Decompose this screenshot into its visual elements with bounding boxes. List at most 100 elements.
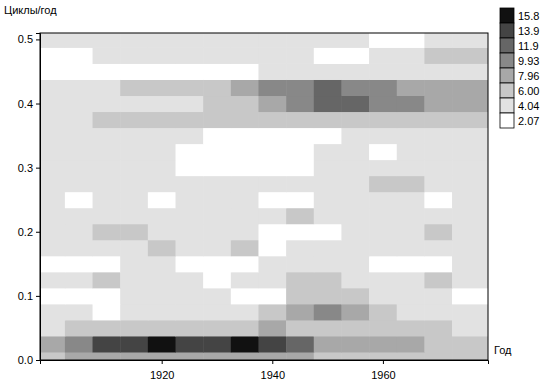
heat-cell: [286, 47, 314, 64]
heat-cell: [176, 288, 204, 305]
heat-cell: [397, 336, 425, 353]
heat-cell: [314, 33, 342, 48]
heat-cell: [120, 112, 148, 129]
heat-cell: [231, 256, 259, 273]
heat-cell: [176, 208, 204, 225]
heat-cell: [369, 63, 397, 80]
heat-cell: [397, 192, 425, 209]
heat-cell: [40, 63, 65, 80]
heat-cell: [176, 272, 204, 289]
heat-cell: [148, 33, 176, 48]
heat-cell: [40, 47, 65, 64]
heat-cell: [369, 128, 397, 145]
heat-cell: [148, 144, 176, 161]
heat-cell: [452, 96, 488, 113]
heat-cell: [203, 160, 231, 177]
plot-frame: [40, 33, 488, 360]
heat-cell: [314, 240, 342, 257]
y-tick-label: 0.5: [18, 33, 33, 45]
heat-cell: [231, 144, 259, 161]
heat-cell: [231, 33, 259, 48]
heat-cell: [341, 79, 369, 96]
heat-cell: [203, 33, 231, 48]
heat-cell: [369, 79, 397, 96]
heat-cell: [314, 288, 342, 305]
heat-cell: [93, 144, 121, 161]
heat-cell: [65, 224, 93, 241]
heat-cell: [397, 160, 425, 177]
heat-cell: [258, 208, 286, 225]
y-tick-mark: [36, 104, 40, 105]
heat-cell: [397, 112, 425, 129]
legend-swatch: [500, 38, 514, 53]
legend-swatch: [500, 83, 514, 98]
heat-cell: [40, 288, 65, 305]
heat-cell: [286, 320, 314, 337]
heat-cell: [397, 96, 425, 113]
heat-cell: [231, 224, 259, 241]
heat-cell: [231, 63, 259, 80]
heat-cell: [148, 63, 176, 80]
heat-cell: [93, 304, 121, 321]
heat-cell: [341, 128, 369, 145]
heat-cell: [341, 112, 369, 129]
heat-cell: [120, 79, 148, 96]
heat-cell: [369, 272, 397, 289]
heat-cell: [258, 320, 286, 337]
heat-cell: [314, 160, 342, 177]
heat-cell: [65, 208, 93, 225]
legend-swatch: [500, 113, 514, 128]
heat-cell: [424, 288, 452, 305]
heat-cell: [231, 79, 259, 96]
cells: [40, 33, 488, 360]
heat-cell: [452, 320, 488, 337]
heat-cell: [176, 112, 204, 129]
y-tick-label: 0.2: [18, 226, 33, 238]
heat-cell: [341, 272, 369, 289]
heat-cell: [424, 33, 452, 48]
heat-cell: [40, 79, 65, 96]
heat-cell: [424, 128, 452, 145]
heat-cell: [314, 96, 342, 113]
heat-cell: [286, 63, 314, 80]
heat-cell: [341, 304, 369, 321]
heat-cell: [314, 144, 342, 161]
heat-cell: [65, 47, 93, 64]
heat-cell: [231, 208, 259, 225]
y-tick: 0.1: [18, 290, 40, 302]
heat-cell: [258, 63, 286, 80]
x-tick-label: 1940: [261, 369, 285, 381]
heat-cell: [258, 79, 286, 96]
heat-cell: [286, 96, 314, 113]
y-axis-title: Циклы/год: [4, 4, 57, 16]
heat-cell: [452, 336, 488, 353]
heat-cell: [286, 304, 314, 321]
heat-cell: [120, 224, 148, 241]
heat-cell: [314, 176, 342, 193]
y-tick-mark: [36, 39, 40, 40]
heat-cell: [314, 79, 342, 96]
heat-cell: [452, 192, 488, 209]
heat-cell: [397, 320, 425, 337]
heat-cell: [231, 240, 259, 257]
heat-cell: [176, 47, 204, 64]
heat-cell: [452, 176, 488, 193]
heat-cell: [341, 288, 369, 305]
heat-cell: [148, 208, 176, 225]
heat-cell: [93, 192, 121, 209]
heat-cell: [203, 176, 231, 193]
heat-cell: [258, 144, 286, 161]
heat-cell: [231, 352, 259, 360]
heat-cell: [176, 192, 204, 209]
heat-cell: [148, 320, 176, 337]
legend-label: 11.9: [518, 40, 539, 52]
x-tick-mark: [162, 360, 163, 364]
heat-cell: [258, 352, 286, 360]
heat-cell: [258, 336, 286, 353]
heat-cell: [397, 208, 425, 225]
heat-cell: [424, 272, 452, 289]
heat-cell: [65, 304, 93, 321]
heat-cell: [341, 192, 369, 209]
heat-cell: [397, 176, 425, 193]
heat-cell: [203, 79, 231, 96]
